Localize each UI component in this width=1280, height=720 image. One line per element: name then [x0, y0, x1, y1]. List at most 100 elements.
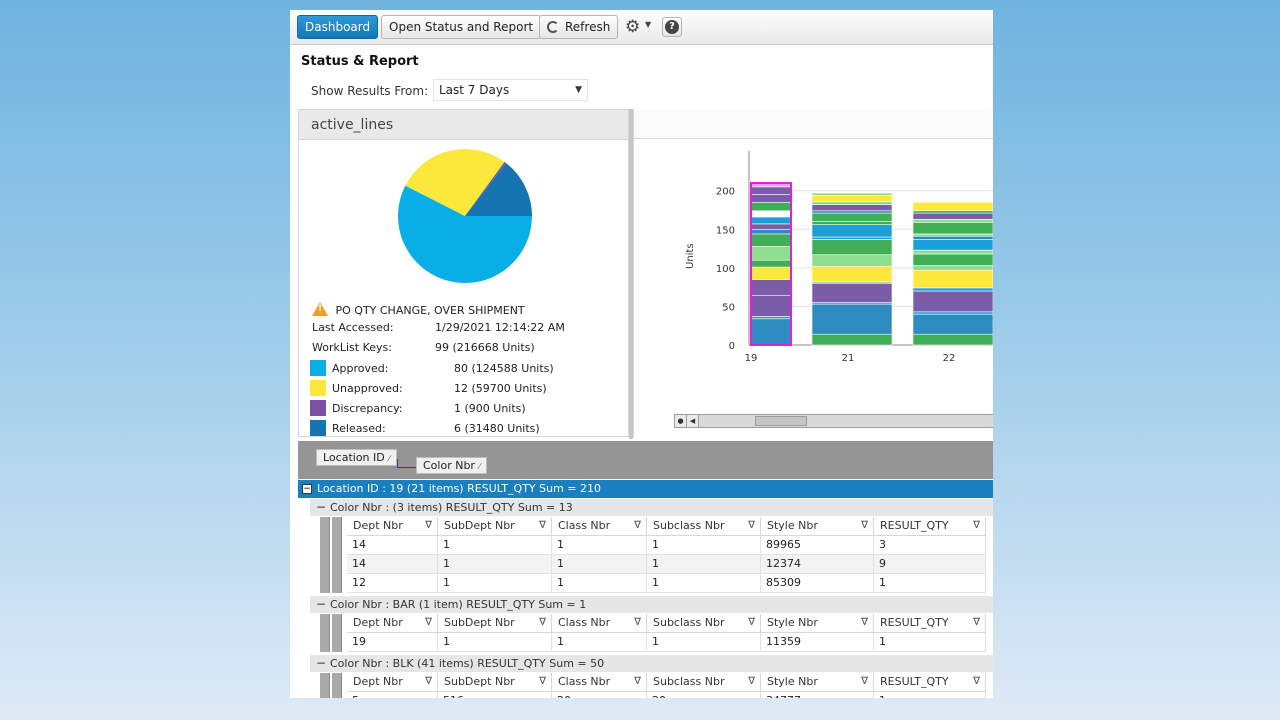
- column-header[interactable]: Dept Nbr ∇: [347, 517, 438, 536]
- chart-horizontal-scrollbar[interactable]: ● ◀: [674, 414, 993, 428]
- group-row-color[interactable]: − Color Nbr : BLK (41 items) RESULT_QTY S…: [310, 655, 993, 672]
- bar-segment[interactable]: [912, 313, 993, 335]
- chevron-down-icon[interactable]: ▼: [645, 20, 652, 29]
- filter-icon[interactable]: ∇: [748, 676, 755, 687]
- pie-slice-released[interactable]: [465, 162, 532, 216]
- bar-segment[interactable]: [912, 265, 993, 271]
- table-row[interactable]: 14 1 1 1 12374 9: [347, 555, 993, 574]
- bar-segment[interactable]: [912, 287, 993, 292]
- filter-icon[interactable]: ∇: [748, 520, 755, 531]
- filter-icon[interactable]: ∇: [973, 520, 980, 531]
- filter-icon[interactable]: ∇: [539, 617, 546, 628]
- bar-segment[interactable]: [750, 228, 792, 235]
- gear-icon[interactable]: ⚙: [625, 17, 641, 37]
- bar-segment[interactable]: [811, 210, 893, 214]
- bar-segment[interactable]: [811, 204, 893, 212]
- filter-icon[interactable]: ∇: [861, 617, 868, 628]
- scroll-left-icon[interactable]: ◀: [687, 415, 699, 427]
- column-header[interactable]: Class Nbr ∇: [552, 614, 647, 633]
- table-row[interactable]: 19 1 1 1 11359 1: [347, 633, 993, 652]
- bar-segment[interactable]: [750, 194, 792, 203]
- filter-icon[interactable]: ∇: [634, 676, 641, 687]
- column-header[interactable]: Subclass Nbr ∇: [647, 614, 761, 633]
- bar-segment[interactable]: [912, 212, 993, 220]
- scroll-thumb[interactable]: [755, 416, 807, 426]
- group-row-color[interactable]: − Color Nbr : BAR (1 item) RESULT_QTY Sum…: [310, 596, 993, 613]
- filter-icon[interactable]: ∇: [539, 520, 546, 531]
- table-row[interactable]: 12 1 1 1 85309 1: [347, 574, 993, 593]
- panel-splitter[interactable]: [629, 109, 633, 439]
- column-header[interactable]: Style Nbr ∇: [761, 517, 874, 536]
- bar-segment[interactable]: [750, 259, 792, 268]
- column-header[interactable]: RESULT_QTY ∇: [874, 673, 986, 692]
- bar-segment[interactable]: [811, 239, 893, 256]
- column-header[interactable]: Dept Nbr ∇: [347, 673, 438, 692]
- bar-segment[interactable]: [912, 235, 993, 240]
- bar-segment[interactable]: [811, 333, 893, 346]
- collapse-icon[interactable]: −: [316, 597, 327, 611]
- bar-segment[interactable]: [811, 192, 893, 196]
- filter-icon[interactable]: ∇: [425, 617, 432, 628]
- bar-segment[interactable]: [750, 210, 792, 218]
- filter-icon[interactable]: ∇: [425, 676, 432, 687]
- bar-segment[interactable]: [912, 290, 993, 313]
- filter-icon[interactable]: ∇: [634, 520, 641, 531]
- bar-segment[interactable]: [811, 224, 893, 238]
- bar-segment[interactable]: [811, 254, 893, 267]
- filter-icon[interactable]: ∇: [748, 617, 755, 628]
- collapse-icon[interactable]: −: [316, 500, 327, 514]
- column-header[interactable]: SubDept Nbr ∇: [438, 517, 552, 536]
- bar-segment[interactable]: [750, 233, 792, 247]
- help-button[interactable]: ?: [662, 17, 682, 37]
- bar-segment[interactable]: [912, 222, 993, 235]
- filter-icon[interactable]: ∇: [973, 676, 980, 687]
- bar-segment[interactable]: [750, 201, 792, 212]
- group-row-location[interactable]: − Location ID : 19 (21 items) RESULT_QTY …: [298, 480, 993, 498]
- column-header[interactable]: SubDept Nbr ∇: [438, 673, 552, 692]
- filter-icon[interactable]: ∇: [861, 520, 868, 531]
- bar-segment[interactable]: [912, 253, 993, 266]
- group-chip-location-id[interactable]: Location ID ⁄: [316, 449, 398, 466]
- collapse-icon[interactable]: −: [302, 484, 312, 494]
- group-row-color[interactable]: − Color Nbr : (3 items) RESULT_QTY Sum = …: [310, 499, 993, 516]
- bar-segment[interactable]: [750, 318, 792, 346]
- bar-segment[interactable]: [811, 212, 893, 222]
- bar-segment[interactable]: [750, 186, 792, 195]
- bar-segment[interactable]: [811, 201, 893, 205]
- bar-segment[interactable]: [811, 236, 893, 240]
- bar-segment[interactable]: [750, 216, 792, 225]
- column-header[interactable]: Class Nbr ∇: [552, 517, 647, 536]
- bar-segment[interactable]: [750, 295, 792, 317]
- filter-icon[interactable]: ∇: [973, 617, 980, 628]
- column-header[interactable]: Style Nbr ∇: [761, 673, 874, 692]
- bar-segment[interactable]: [811, 303, 893, 335]
- bar-segment[interactable]: [750, 266, 792, 280]
- bar-segment[interactable]: [811, 266, 893, 283]
- open-status-report-button[interactable]: Open Status and Report: [381, 15, 542, 39]
- bar-segment[interactable]: [912, 333, 993, 346]
- bar-segment[interactable]: [912, 269, 993, 289]
- column-header[interactable]: Subclass Nbr ∇: [647, 517, 761, 536]
- bar-segment[interactable]: [912, 218, 993, 223]
- bar-segment[interactable]: [912, 210, 993, 214]
- filter-icon[interactable]: ∇: [425, 520, 432, 531]
- bar-segment[interactable]: [811, 195, 893, 202]
- bar-segment[interactable]: [912, 311, 993, 315]
- dashboard-button[interactable]: Dashboard: [297, 15, 379, 39]
- filter-icon[interactable]: ∇: [861, 676, 868, 687]
- column-header[interactable]: SubDept Nbr ∇: [438, 614, 552, 633]
- bar-segment[interactable]: [750, 245, 792, 261]
- bar-segment[interactable]: [811, 282, 893, 303]
- table-row[interactable]: 14 1 1 1 89965 3: [347, 536, 993, 555]
- column-header[interactable]: Style Nbr ∇: [761, 614, 874, 633]
- group-chip-color-nbr[interactable]: Color Nbr ⁄: [416, 457, 488, 474]
- column-header[interactable]: RESULT_QTY ∇: [874, 517, 986, 536]
- bar-segment[interactable]: [912, 233, 993, 237]
- date-range-select[interactable]: Last 7 Days ▼: [433, 79, 588, 101]
- bar-segment[interactable]: [750, 223, 792, 230]
- bar-segment[interactable]: [750, 316, 792, 320]
- pie-slice-discrepancy[interactable]: [465, 161, 506, 216]
- collapse-icon[interactable]: −: [316, 656, 327, 670]
- bar-segment[interactable]: [750, 279, 792, 296]
- bar-segment[interactable]: [912, 239, 993, 251]
